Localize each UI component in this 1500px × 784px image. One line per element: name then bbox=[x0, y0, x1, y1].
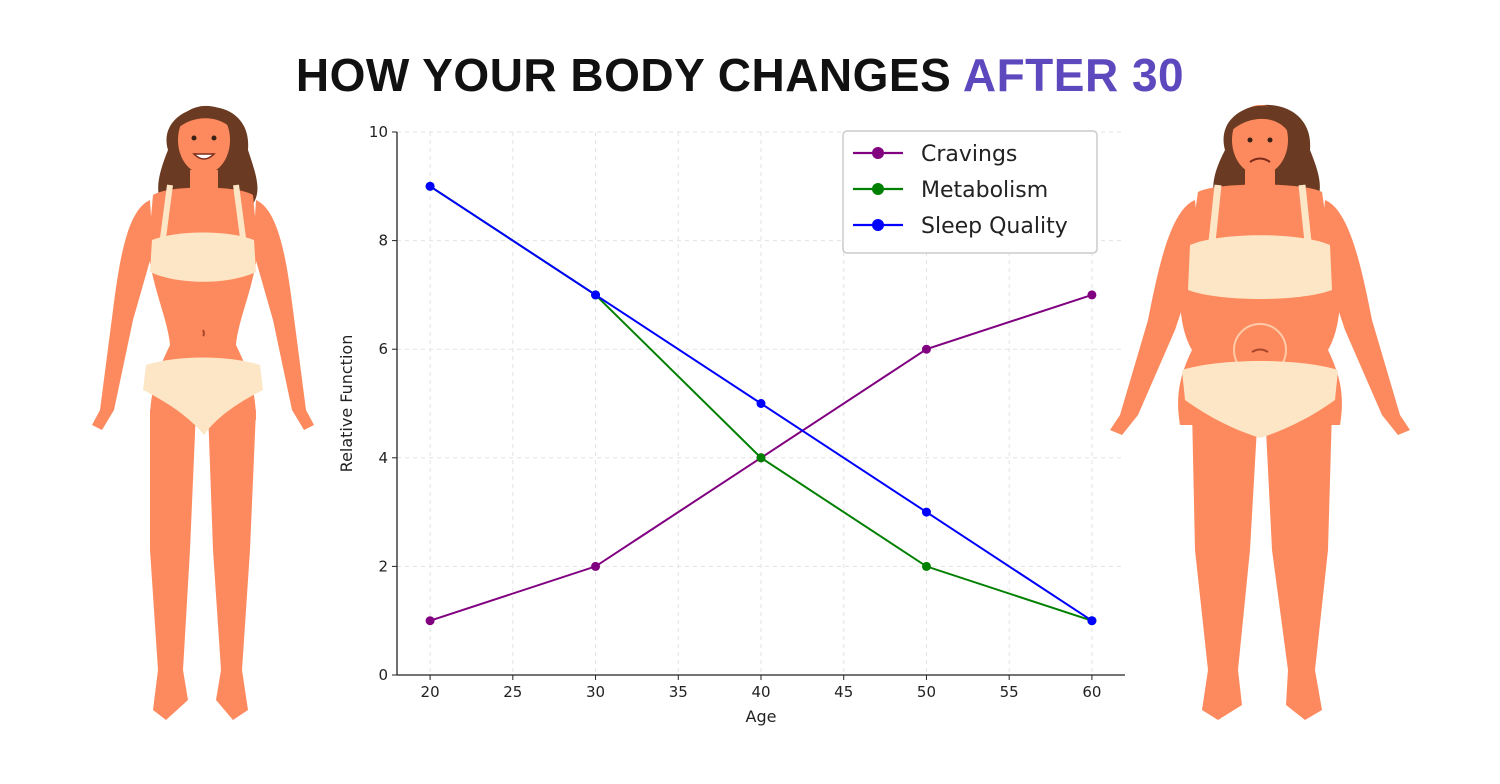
tick-labels: 20 25 30 35 40 45 50 55 60 0 2 4 6 8 10 bbox=[369, 123, 1102, 701]
title-accent: AFTER 30 bbox=[962, 49, 1185, 101]
axes bbox=[392, 131, 1125, 680]
data-point-sleep-quality bbox=[425, 181, 435, 191]
legend-label: Metabolism bbox=[921, 178, 1048, 203]
x-tick-label: 55 bbox=[1000, 683, 1019, 701]
x-tick-label: 25 bbox=[503, 683, 522, 701]
legend-box bbox=[842, 130, 1098, 254]
data-point-metabolism bbox=[756, 453, 766, 463]
data-point-cravings bbox=[591, 561, 601, 571]
data-point-sleep-quality bbox=[756, 399, 766, 408]
y-tick-label: 2 bbox=[378, 557, 388, 575]
woman-heavier-figure bbox=[1110, 104, 1410, 720]
legend-label: Sleep Quality bbox=[921, 214, 1068, 239]
y-tick-label: 0 bbox=[378, 666, 388, 684]
y-tick-label: 6 bbox=[378, 340, 388, 358]
data-point-sleep-quality bbox=[921, 507, 931, 517]
x-tick-label: 20 bbox=[421, 683, 440, 701]
data-point-sleep-quality bbox=[591, 290, 601, 300]
x-tick-label: 35 bbox=[669, 683, 688, 701]
title-main: HOW YOUR BODY CHANGES bbox=[295, 49, 952, 101]
data-point-sleep-quality bbox=[1087, 616, 1097, 626]
data-point-cravings bbox=[921, 344, 931, 354]
x-tick-label: 45 bbox=[834, 683, 853, 701]
legend-label: Cravings bbox=[921, 142, 1017, 167]
legend-swatch-marker bbox=[872, 219, 884, 231]
chart-legend: Cravings Metabolism Sleep Quality bbox=[842, 130, 1098, 254]
page-title: HOW YOUR BODY CHANGES AFTER 30 bbox=[0, 48, 1480, 102]
data-point-cravings bbox=[1087, 290, 1097, 300]
y-tick-label: 8 bbox=[378, 232, 388, 250]
series-lines bbox=[425, 181, 1097, 626]
data-point-cravings bbox=[425, 616, 435, 626]
x-axis-label: Age bbox=[746, 707, 777, 726]
x-tick-label: 40 bbox=[751, 683, 770, 701]
woman-heavier-sad-icon bbox=[1110, 104, 1410, 720]
line-chart: 20 25 30 35 40 45 50 55 60 0 2 4 6 8 10 Age Relative F… bbox=[337, 123, 1125, 726]
data-point-metabolism bbox=[921, 561, 931, 571]
legend-swatch-marker bbox=[872, 147, 884, 159]
x-tick-label: 60 bbox=[1082, 683, 1101, 701]
y-tick-label: 10 bbox=[369, 123, 388, 141]
x-tick-label: 50 bbox=[917, 683, 936, 701]
y-axis-label: Relative Function bbox=[337, 335, 356, 473]
woman-slim-figure bbox=[92, 105, 314, 720]
legend-swatch-marker bbox=[872, 183, 884, 195]
y-tick-label: 4 bbox=[378, 449, 388, 467]
woman-slim-smiling-icon bbox=[92, 105, 314, 720]
x-tick-label: 30 bbox=[586, 683, 605, 701]
